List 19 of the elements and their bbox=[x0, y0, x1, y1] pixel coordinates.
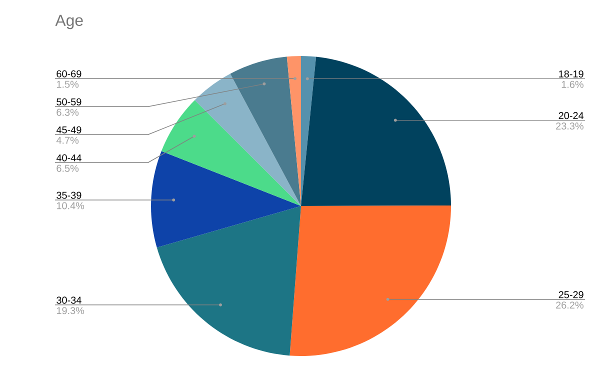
data-label: 6.3% bbox=[56, 108, 79, 116]
chart-title: Age bbox=[55, 14, 83, 30]
slice-label: 35-39 bbox=[56, 192, 82, 199]
slice-label: 40-44 bbox=[56, 154, 82, 162]
data-label: 4.7% bbox=[56, 136, 79, 144]
slice-label: 60-69 bbox=[56, 70, 82, 78]
slice-label: 18-19 bbox=[559, 70, 584, 78]
data-label: 10.4% bbox=[56, 202, 84, 210]
data-label: 19.3% bbox=[56, 307, 84, 314]
data-label: 1.6% bbox=[562, 80, 584, 88]
slice-label: 50-59 bbox=[56, 98, 82, 106]
data-label: 1.5% bbox=[56, 80, 79, 88]
slice-label: 25-29 bbox=[558, 291, 584, 298]
data-label: 26.2% bbox=[556, 302, 584, 309]
data-label: 23.3% bbox=[556, 122, 584, 130]
slice-label: 45-49 bbox=[56, 126, 82, 134]
slice-label: 20-24 bbox=[558, 112, 584, 120]
slice-label: 30-34 bbox=[56, 296, 82, 304]
data-label: 6.5% bbox=[56, 164, 79, 172]
